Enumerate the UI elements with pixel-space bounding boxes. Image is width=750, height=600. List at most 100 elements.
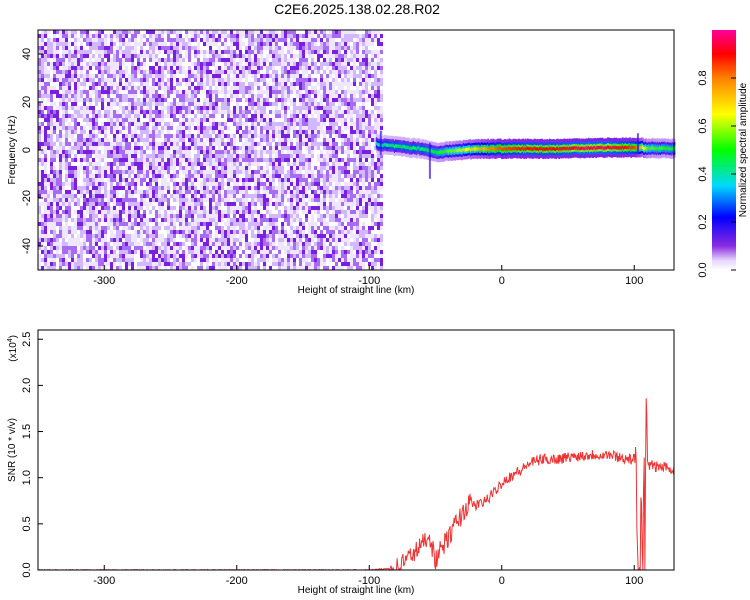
spectrogram-cell bbox=[89, 102, 92, 106]
spectrogram-cell bbox=[233, 78, 236, 82]
spectrogram-cell bbox=[134, 142, 137, 146]
spectrogram-cell bbox=[227, 198, 230, 202]
spectrogram-cell bbox=[170, 258, 173, 262]
spectrogram-cell bbox=[269, 218, 272, 222]
spectrogram-cell bbox=[197, 242, 200, 246]
spectrogram-cell bbox=[206, 106, 209, 110]
spectrogram-cell bbox=[263, 38, 266, 42]
spectrogram-cell bbox=[92, 126, 95, 130]
spectrogram-cell bbox=[128, 170, 131, 174]
spectrogram-cell bbox=[68, 106, 71, 110]
spectrogram-cell bbox=[53, 166, 56, 170]
spectrogram-cell bbox=[110, 234, 113, 238]
spectrogram-cell bbox=[236, 58, 239, 62]
spectrogram-cell bbox=[137, 142, 140, 146]
spectrogram-cell bbox=[101, 50, 104, 54]
spectrogram-cell bbox=[230, 150, 233, 154]
spectrogram-cell bbox=[95, 218, 98, 222]
spectrogram-cell bbox=[140, 150, 143, 154]
spectrogram-cell bbox=[260, 94, 263, 98]
spectrogram-cell bbox=[113, 182, 116, 186]
spectrogram-cell bbox=[227, 218, 230, 222]
spectrogram-cell bbox=[209, 42, 212, 46]
spectrogram-cell bbox=[80, 126, 83, 130]
spectrogram-cell bbox=[92, 90, 95, 94]
spectrogram-cell bbox=[143, 82, 146, 86]
spectrogram-cell bbox=[137, 174, 140, 178]
spectrogram-cell bbox=[212, 262, 215, 266]
spectrogram-cell bbox=[227, 250, 230, 254]
spectrogram-cell bbox=[59, 50, 62, 54]
spectrogram-cell bbox=[119, 214, 122, 218]
spectrogram-cell bbox=[215, 218, 218, 222]
spectrogram-cell bbox=[125, 106, 128, 110]
spectrogram-cell bbox=[242, 202, 245, 206]
spectrogram-cell bbox=[239, 186, 242, 190]
spectrogram-cell bbox=[227, 202, 230, 206]
spectrogram-cell bbox=[140, 166, 143, 170]
spectrogram-cell bbox=[41, 126, 44, 130]
spectrogram-cell bbox=[212, 226, 215, 230]
spectrogram-cell bbox=[155, 102, 158, 106]
spectrogram-cell bbox=[188, 126, 191, 130]
spectrogram-cell bbox=[224, 130, 227, 134]
spectrogram-cell bbox=[119, 42, 122, 46]
spectrogram-cell bbox=[59, 238, 62, 242]
spectrogram-cell bbox=[101, 250, 104, 254]
spectrogram-cell bbox=[47, 258, 50, 262]
spectrogram-cell bbox=[83, 74, 86, 78]
spectrogram-cell bbox=[221, 82, 224, 86]
spectrogram-cell bbox=[68, 58, 71, 62]
spectrogram-cell bbox=[218, 254, 221, 258]
spectrogram-cell bbox=[98, 62, 101, 66]
spectrogram-cell bbox=[191, 130, 194, 134]
spectrogram-cell bbox=[227, 130, 230, 134]
spectrogram-cell bbox=[107, 110, 110, 114]
spectrogram-cell bbox=[239, 110, 242, 114]
spectrogram-cell bbox=[83, 222, 86, 226]
spectrogram-cell bbox=[221, 266, 224, 270]
spectrogram-cell bbox=[242, 238, 245, 242]
spectrogram-cell bbox=[242, 38, 245, 42]
spectrogram-cell bbox=[38, 62, 41, 66]
spectrogram-cell bbox=[257, 194, 260, 198]
spectrogram-cell bbox=[131, 114, 134, 118]
spectrogram-cell bbox=[203, 90, 206, 94]
spectrogram-cell bbox=[146, 158, 149, 162]
spectrogram-cell bbox=[53, 126, 56, 130]
spectrogram-cell bbox=[266, 262, 269, 266]
spectrogram-cell bbox=[128, 90, 131, 94]
spectrogram-cell bbox=[263, 98, 266, 102]
spectrogram-cell bbox=[158, 214, 161, 218]
spectrogram-cell bbox=[122, 82, 125, 86]
spectrogram-cell bbox=[230, 170, 233, 174]
spectrogram-cell bbox=[248, 262, 251, 266]
spectrogram-cell bbox=[77, 166, 80, 170]
spectrogram-cell bbox=[260, 222, 263, 226]
spectrogram-cell bbox=[179, 166, 182, 170]
spectrogram-cell bbox=[149, 150, 152, 154]
spectrogram-cell bbox=[143, 186, 146, 190]
spectrogram-cell bbox=[188, 190, 191, 194]
spectrogram-cell bbox=[56, 58, 59, 62]
spectrogram-cell bbox=[116, 174, 119, 178]
spectrogram-cell bbox=[86, 174, 89, 178]
spectrogram-cell bbox=[83, 118, 86, 122]
spectrogram-cell bbox=[71, 158, 74, 162]
spectrogram-cell bbox=[56, 242, 59, 246]
spectrogram-cell bbox=[47, 122, 50, 126]
spectrogram-cell bbox=[59, 134, 62, 138]
spectrogram-cell bbox=[155, 238, 158, 242]
spectrogram-cell bbox=[59, 106, 62, 110]
spectrogram-cell bbox=[74, 38, 77, 42]
spectrogram-cell bbox=[173, 94, 176, 98]
spectrogram-cell bbox=[191, 50, 194, 54]
spectrogram-cell bbox=[146, 122, 149, 126]
spectrogram-cell bbox=[191, 242, 194, 246]
spectrogram-cell bbox=[212, 178, 215, 182]
spectrogram-cell bbox=[122, 50, 125, 54]
spectrogram-cell bbox=[152, 134, 155, 138]
spectrogram-cell bbox=[281, 118, 284, 122]
spectrogram-cell bbox=[218, 142, 221, 146]
spectrogram-cell bbox=[47, 266, 50, 270]
